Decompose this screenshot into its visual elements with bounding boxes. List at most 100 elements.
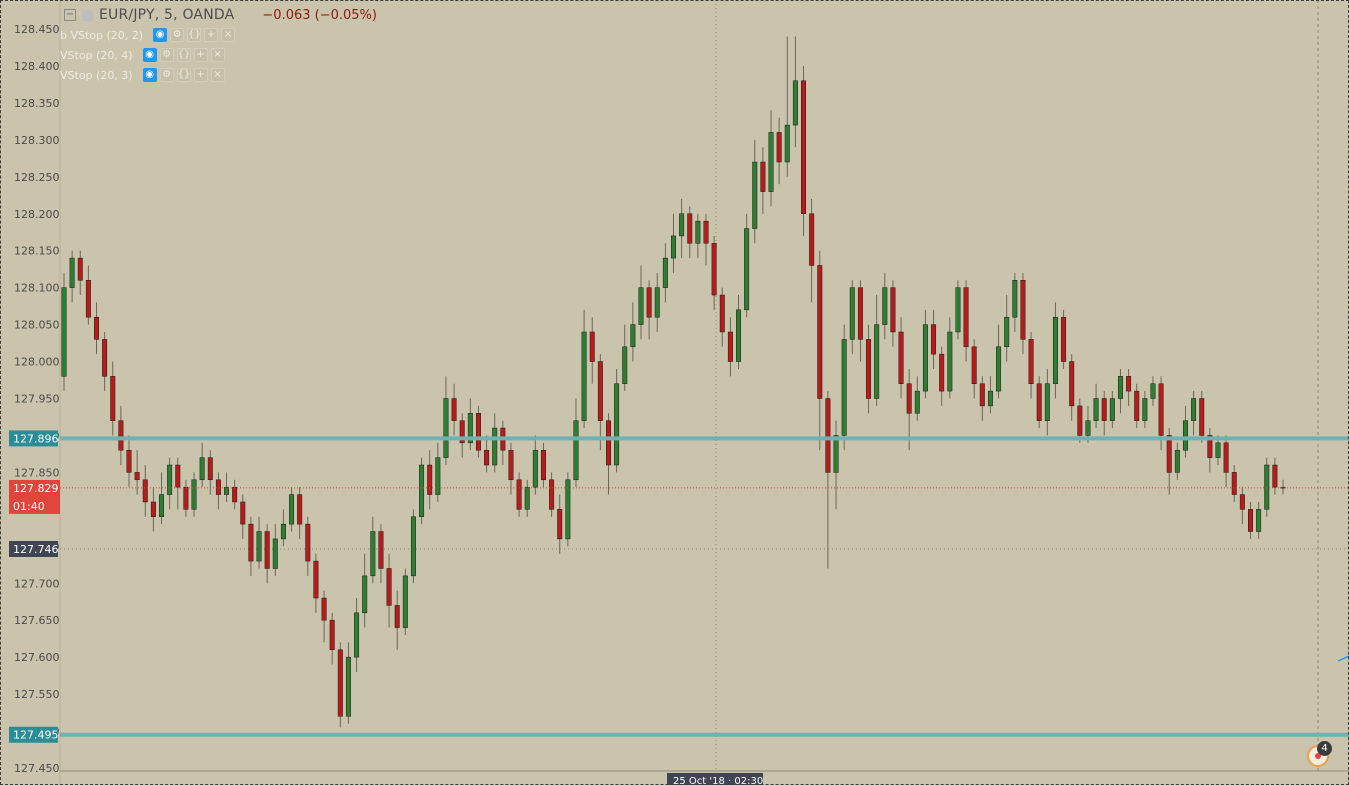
candle-body [841,339,847,436]
code-icon[interactable]: {} [176,48,191,62]
candle-body [248,523,254,562]
candle-body [752,161,758,229]
candle-body [1223,442,1229,473]
last-price-label: 127.829 [13,482,59,495]
y-tick-label: 127.950 [14,393,60,406]
candle-body [947,331,953,392]
symbol-row[interactable]: − EUR/JPY, 5, OANDA −0.063 (−0.05%) [64,5,377,25]
candle-body [573,420,579,481]
close-icon[interactable]: × [221,28,236,42]
y-tick-label: 128.050 [14,319,60,332]
candle-body [963,287,969,348]
candle-body [898,331,904,384]
candle-body [1117,376,1123,399]
candle-body [118,420,124,451]
candle-body [882,287,888,325]
candle-body [606,420,611,466]
candle-body [378,531,384,569]
crosshair-price-label-bg [9,541,58,557]
minus-square-icon[interactable]: − [64,9,76,21]
candle-body [614,383,620,466]
candle-body [394,605,400,628]
bar-countdown-label: 01:40 [13,500,45,513]
gear-icon[interactable]: ⚙ [159,68,174,82]
candle-body [175,464,181,488]
indicator-row-3[interactable]: VStop (20, 3) ◉ ⚙ {} + × [60,65,377,85]
plus-icon[interactable]: + [193,68,208,82]
code-icon[interactable]: {} [176,68,191,82]
candle-body [630,324,636,348]
indicator-label: b VStop (20, 2) [60,28,144,42]
candle-body [1207,435,1213,458]
candle-body [508,449,514,481]
candle-body [581,331,587,421]
candle-body [979,383,985,407]
close-icon[interactable]: × [210,68,225,82]
y-tick-label: 128.150 [14,245,60,258]
candle-body [744,228,750,311]
gear-icon[interactable]: ⚙ [170,28,185,42]
candle-body [1044,383,1050,421]
level-label: 127.896 [13,432,59,445]
plus-icon[interactable]: + [193,48,208,62]
candle-body [622,346,628,384]
candle-body [475,413,481,451]
candle-body [874,324,880,399]
plus-icon[interactable]: + [204,28,219,42]
candle-body [792,80,798,126]
candle-body [232,486,238,503]
candle-body [427,464,433,495]
candle-body [1191,398,1197,421]
candle-body [1109,398,1115,421]
candle-body [565,479,571,540]
indicator-row-2[interactable]: VStop (20, 4) ◉ ⚙ {} + × [60,45,377,65]
y-tick-label: 128.400 [14,60,60,73]
candle-body [857,287,863,340]
candle-body [687,213,693,244]
candle-body [638,287,644,325]
candle-body [1231,472,1237,495]
indicator-row-1[interactable]: b VStop (20, 2) ◉ ⚙ {} + × [60,25,377,45]
vstop-line [1337,655,1349,662]
candle-body [1248,509,1253,532]
candle-body [224,486,230,495]
candle-body [1280,486,1286,489]
code-icon[interactable]: {} [187,28,202,42]
candle-body [459,420,465,444]
candle-body [727,331,733,362]
y-tick-label: 128.450 [14,23,60,36]
candle-body [589,331,595,362]
candle-body [492,427,498,466]
close-icon[interactable]: × [210,48,225,62]
candle-body [207,457,213,481]
candle-body [906,383,912,414]
chart-legend: − EUR/JPY, 5, OANDA −0.063 (−0.05%) b VS… [60,5,377,85]
gear-icon[interactable]: ⚙ [159,48,174,62]
candle-body [1126,376,1132,392]
eye-icon[interactable]: ◉ [142,48,157,62]
candle-body [1036,383,1042,421]
candle-body [1020,280,1026,340]
y-tick-label: 127.600 [14,651,60,664]
candle-body [484,449,490,466]
candle-body [354,612,360,658]
eye-icon[interactable]: ◉ [142,68,157,82]
candle-body [1158,383,1164,436]
y-tick-label: 128.250 [14,171,60,184]
candle-body [1199,398,1205,436]
candle-body [159,494,165,517]
eye-icon[interactable]: ◉ [153,28,168,42]
candle-body [337,649,343,717]
candle-body [183,486,189,510]
candle-body [126,449,132,473]
crosshair-time-label-bg [667,773,763,785]
crosshair-time-label: 25 Oct '18 · 02:30 [673,776,763,785]
candle-body [289,494,295,525]
candle-body [85,280,91,318]
candle-body [435,457,441,495]
candle-body [1093,398,1099,421]
candle-body [272,538,278,569]
candle-body [297,494,303,525]
